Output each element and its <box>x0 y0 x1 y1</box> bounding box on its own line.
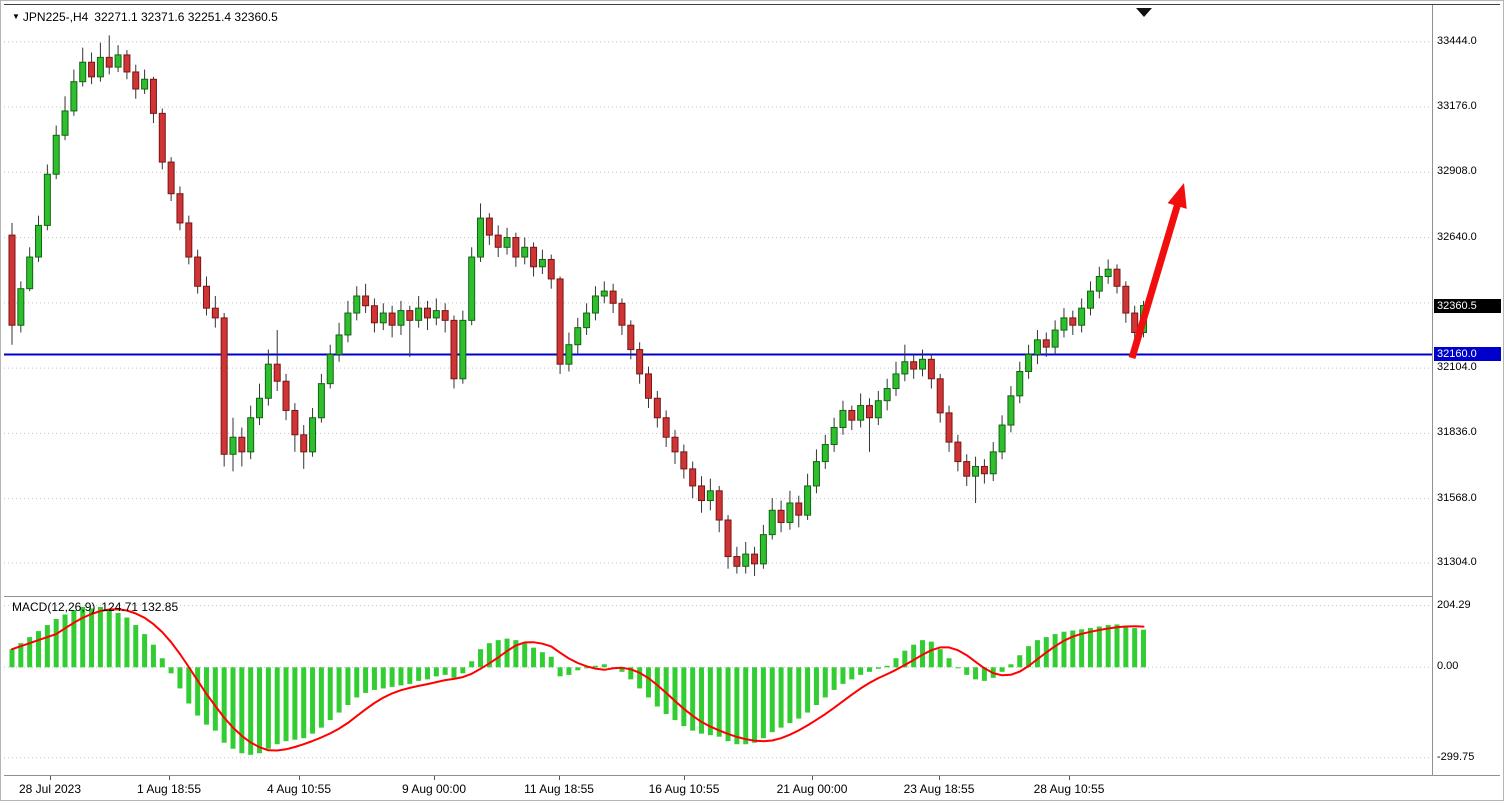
time-axis-divider <box>4 775 1500 776</box>
price-axis-label: 33176.0 <box>1437 100 1477 113</box>
macd-axis-label: -299.75 <box>1437 750 1475 763</box>
time-axis-label: 21 Aug 00:00 <box>776 782 848 796</box>
time-axis-label: 28 Jul 2023 <box>18 782 82 796</box>
time-axis-tick <box>812 776 813 780</box>
price-axis-label: 32104.0 <box>1437 361 1477 374</box>
price-axis-label: 33444.0 <box>1437 34 1477 47</box>
time-axis-label: 28 Aug 10:55 <box>1033 782 1105 796</box>
macd-indicator-values: 124.71 132.85 <box>101 600 179 614</box>
time-axis-label: 1 Aug 18:55 <box>136 782 202 796</box>
time-axis-tick <box>50 776 51 780</box>
current-price-badge: 32360.5 <box>1434 298 1501 313</box>
time-axis[interactable]: 28 Jul 2023 1 Aug 18:55 4 Aug 10:55 9 Aug 0… <box>4 776 1500 800</box>
time-axis-label: 11 Aug 18:55 <box>524 782 594 796</box>
macd-panel-canvas[interactable] <box>4 597 1432 775</box>
time-axis-tick <box>299 776 300 780</box>
macd-label: MACD(12,26,9) 124.71 132.85 <box>12 600 178 614</box>
price-axis-label: 31304.0 <box>1437 555 1477 568</box>
panel-splitter[interactable] <box>4 596 1500 597</box>
price-chart-canvas[interactable] <box>4 5 1432 596</box>
macd-axis-label: 0.00 <box>1437 660 1459 673</box>
candlestick-series <box>8 35 1148 577</box>
time-axis-label: 16 Aug 10:55 <box>648 782 720 796</box>
time-axis-tick <box>684 776 685 780</box>
chart-header: ▼ JPN225-,H4 32271.1 32371.6 32251.4 32360… <box>12 10 278 24</box>
price-axis[interactable]: 33444.0 33176.0 32908.0 32640.0 32104.0 31836… <box>1432 5 1502 775</box>
macd-histogram <box>9 606 1147 755</box>
time-axis-label: 4 Aug 10:55 <box>266 782 332 796</box>
price-gridlines <box>4 41 1432 564</box>
price-axis-label: 31568.0 <box>1437 491 1477 504</box>
bar-marker-icon <box>1136 8 1152 17</box>
time-axis-tick <box>939 776 940 780</box>
macd-signal-line <box>11 608 1145 752</box>
price-axis-label: 32908.0 <box>1437 165 1477 178</box>
macd-axis-label: 204.29 <box>1437 598 1471 611</box>
time-axis-tick <box>1069 776 1070 780</box>
support-price-badge: 32160.0 <box>1434 347 1501 362</box>
chart-frame: ▼ JPN225-,H4 32271.1 32371.6 32251.4 32360… <box>4 4 1502 800</box>
time-axis-tick <box>169 776 170 780</box>
price-axis-label: 32640.0 <box>1437 230 1477 243</box>
time-axis-label: 9 Aug 00:00 <box>401 782 467 796</box>
symbol-timeframe-label: JPN225-,H4 <box>22 10 89 24</box>
macd-indicator-name: MACD(12,26,9) <box>12 600 96 614</box>
time-axis-tick <box>434 776 435 780</box>
time-axis-tick <box>559 776 560 780</box>
ohlc-values-label: 32271.1 32371.6 32251.4 32360.5 <box>94 10 278 24</box>
price-axis-label: 31836.0 <box>1437 426 1477 439</box>
time-axis-label: 23 Aug 18:55 <box>903 782 975 796</box>
trend-arrow-annotation[interactable] <box>1128 183 1187 359</box>
symbol-dropdown-icon[interactable]: ▼ <box>12 12 20 21</box>
